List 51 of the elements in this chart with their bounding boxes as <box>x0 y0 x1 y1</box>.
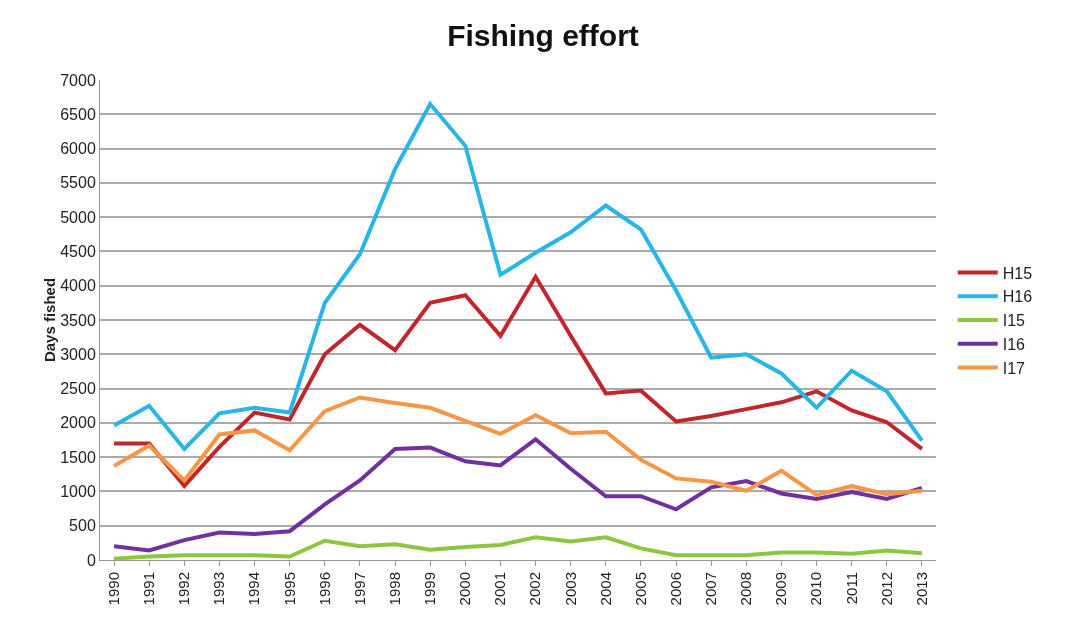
y-tick-label: 7000 <box>60 71 96 89</box>
x-tick-label: 1990 <box>104 572 122 606</box>
x-tick-label: 1996 <box>315 572 333 606</box>
line-series <box>112 535 924 560</box>
x-tick-label: 1991 <box>140 572 158 606</box>
y-tick-label: 0 <box>86 551 96 569</box>
x-tick-label: 1993 <box>210 572 228 606</box>
legend-label: H16 <box>1002 288 1033 306</box>
legend-label: I16 <box>1002 336 1026 354</box>
line-series <box>112 102 924 451</box>
x-tick-label: 2008 <box>737 572 755 606</box>
x-tick-label: 2005 <box>631 572 649 606</box>
x-tick-label: 2012 <box>877 572 895 606</box>
y-tick-label: 6000 <box>60 140 96 158</box>
x-tick-label: 2007 <box>702 572 720 606</box>
line-series <box>112 274 924 488</box>
x-tick-label: 2002 <box>526 572 544 606</box>
x-tick-label: 2013 <box>912 572 930 606</box>
x-tick-label: 2003 <box>561 572 579 606</box>
y-tick-label: 5500 <box>60 174 96 192</box>
y-tick-label: 500 <box>69 517 96 535</box>
x-tick-label: 1997 <box>350 572 368 606</box>
legend-label: I17 <box>1002 359 1026 377</box>
y-tick-label: 1500 <box>60 448 96 466</box>
x-tick-label: 1998 <box>385 572 403 606</box>
x-tick-label: 2001 <box>491 572 509 606</box>
y-tick-label: 4500 <box>60 243 96 261</box>
legend-label: I15 <box>1002 312 1026 330</box>
x-tick-label: 2000 <box>456 572 474 606</box>
y-tick-label: 3000 <box>60 345 96 363</box>
y-tick-label: 4000 <box>60 277 96 295</box>
y-tick-label: 1000 <box>60 483 96 501</box>
x-tick-label: 2011 <box>842 572 860 605</box>
y-tick-label: 2000 <box>60 414 96 432</box>
x-tick-label: 1995 <box>280 572 298 606</box>
y-axis-title: Days fished <box>41 277 59 363</box>
chart-title: Fishing effort <box>447 19 639 53</box>
x-tick-label: 2006 <box>666 572 684 606</box>
x-tick-label: 1994 <box>245 572 263 606</box>
x-tick-label: 1992 <box>175 572 193 606</box>
legend-label: H15 <box>1002 264 1033 282</box>
line-series <box>112 437 924 553</box>
y-tick-label: 6500 <box>60 105 96 123</box>
x-tick-label: 1999 <box>421 572 439 606</box>
x-tick-label: 2010 <box>807 572 825 606</box>
y-tick-label: 3500 <box>60 311 96 329</box>
x-tick-label: 2009 <box>772 572 790 606</box>
y-tick-label: 2500 <box>60 380 96 398</box>
line-series <box>112 395 924 497</box>
x-tick-label: 2004 <box>596 572 614 606</box>
y-tick-label: 5000 <box>60 208 96 226</box>
